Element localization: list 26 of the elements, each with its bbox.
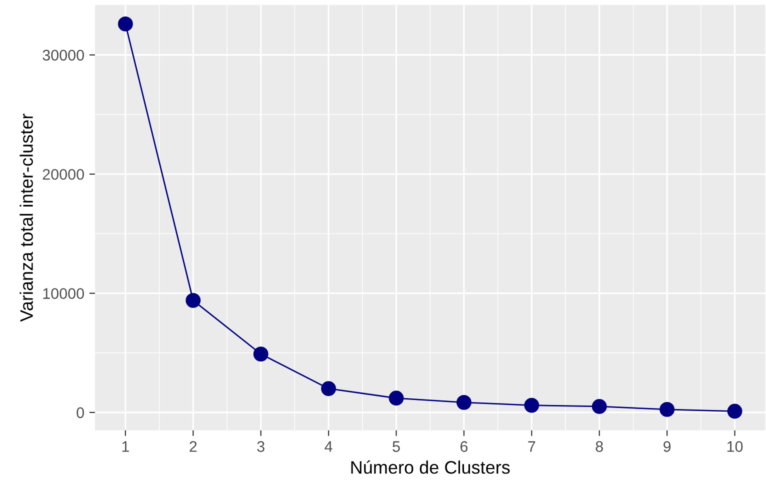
- point: [186, 292, 201, 308]
- x-tick-label: 7: [528, 441, 536, 452]
- x-tick-label: 9: [664, 441, 671, 452]
- y-tick-label: 30000: [42, 50, 84, 61]
- y-tick-label: 10000: [43, 288, 84, 299]
- point: [118, 16, 133, 32]
- point: [660, 402, 675, 417]
- x-tick-label: 3: [257, 441, 264, 452]
- x-tick-label: 2: [190, 441, 197, 452]
- y-tick-label: 0: [76, 407, 84, 418]
- point: [592, 399, 607, 414]
- point: [321, 381, 336, 396]
- x-tick-label: 4: [324, 441, 332, 452]
- x-axis-title: Número de Clusters: [351, 460, 510, 474]
- x-tick-label: 8: [596, 441, 603, 452]
- point: [456, 394, 472, 410]
- y-tick-label: 20000: [42, 168, 84, 180]
- x-tick-label: 1: [122, 441, 129, 452]
- point: [253, 346, 268, 362]
- x-tick-label: 10: [727, 441, 743, 452]
- point: [388, 390, 404, 406]
- point: [524, 398, 540, 413]
- x-tick-label: 5: [392, 441, 400, 452]
- x-tick-label: 6: [460, 441, 468, 452]
- point: [727, 404, 742, 419]
- y-axis-title: Varianza total inter-cluster: [20, 114, 33, 322]
